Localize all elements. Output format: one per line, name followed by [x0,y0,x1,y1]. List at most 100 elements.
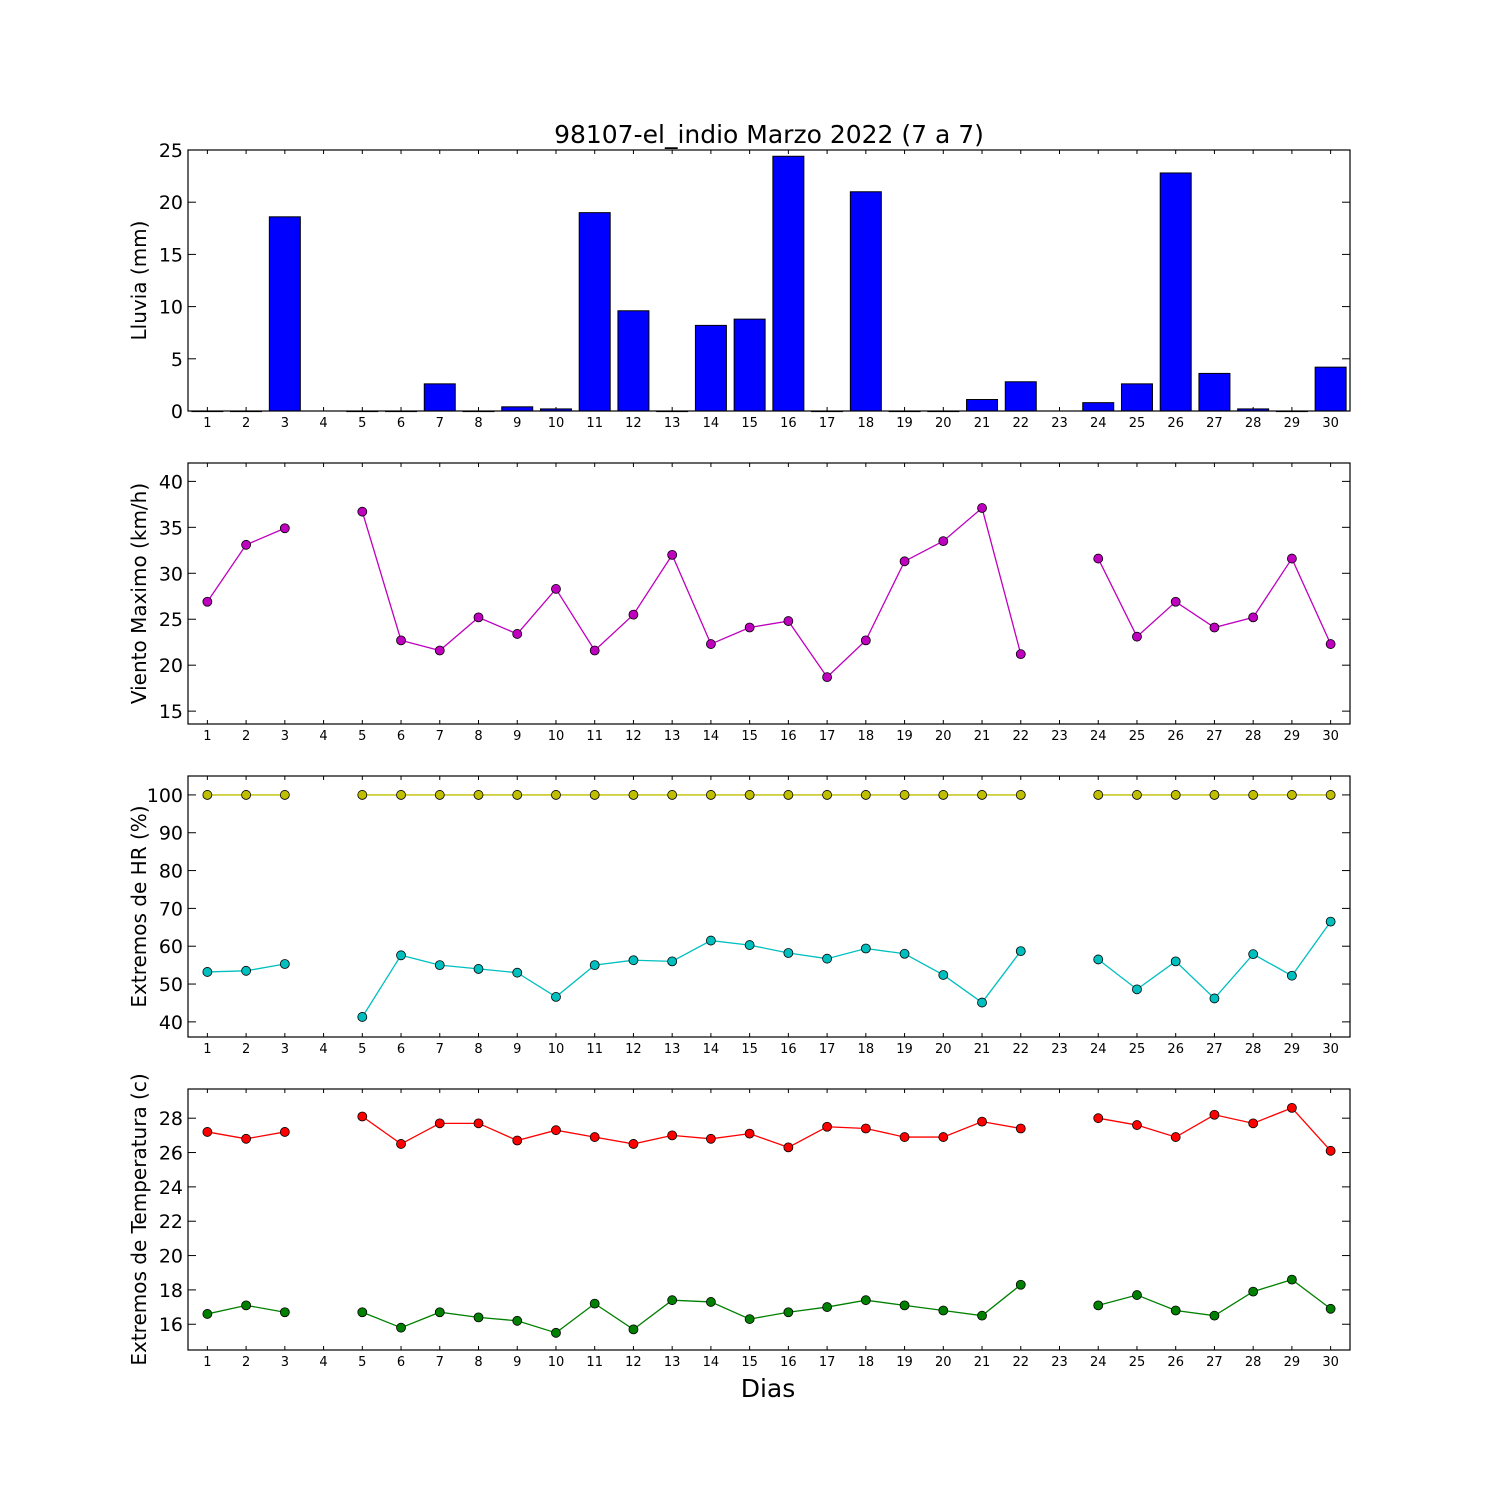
series-point-2 [744,1314,755,1324]
x-tick-label: 19 [896,1355,913,1370]
series-point-2 [860,943,871,954]
series-point-1 [667,790,678,800]
series-point-1 [357,790,368,800]
series-line-2 [362,1284,1022,1334]
series-point-1 [1248,790,1259,800]
x-tick-label: 12 [625,1355,642,1370]
x-tick-label: 21 [974,1355,991,1370]
series-point-2 [822,953,832,964]
series-point-1 [241,1133,252,1144]
series-line-1 [361,506,1022,679]
series-point-1 [589,790,600,800]
y-tick-label: 22 [159,1211,183,1233]
series-point-1 [434,645,445,656]
series-point-1 [1015,790,1026,800]
x-tick-label: 15 [741,729,758,744]
y-tick-label: 18 [159,1280,183,1302]
series-point-2 [1287,1274,1297,1285]
chart-panel-1: 1 2 3 4 5 6 7 8 9 10 11 12 13 14 15 16 17 18 19 20 21 22 23 24 2… [127,140,1351,431]
series-point-1 [589,1132,600,1142]
y-tick-label: 26 [159,1143,183,1165]
series-point-1 [241,539,252,550]
x-tick-label: 2 [242,1355,250,1370]
x-tick-label: 8 [474,1042,482,1057]
series-point-2 [202,1309,213,1319]
x-tick-label: 3 [281,1355,289,1370]
x-tick-label: 18 [858,416,875,431]
series-point-2 [783,1307,794,1318]
y-tick-label: 70 [159,898,183,920]
series-point-2 [279,959,290,969]
rain-bar [966,399,999,412]
series-point-1 [512,629,523,639]
x-tick-label: 29 [1284,1355,1301,1370]
series-point-2 [706,1297,716,1307]
series-point-1 [202,790,213,800]
x-tick-label: 4 [319,1355,327,1370]
series-point-2 [744,940,755,950]
y-tick-label: 40 [159,471,183,493]
series-point-2 [396,950,406,961]
series-point-1 [1015,649,1026,660]
x-tick-label: 22 [1012,1355,1029,1370]
series-point-1 [899,790,910,800]
series-point-1 [279,1127,290,1137]
x-tick-label: 9 [513,1355,521,1370]
series-point-2 [938,1305,949,1316]
series-point-1 [938,790,949,800]
series-point-1 [783,1142,794,1153]
x-tick-label: 19 [896,729,913,744]
x-tick-label: 3 [281,1042,289,1057]
series-point-2 [899,948,910,959]
series-point-1 [396,790,406,800]
x-tick-label: 18 [858,729,875,744]
x-tick-label: 15 [741,1355,758,1370]
series-point-2 [357,1307,368,1318]
x-tick-label: 1 [203,1355,211,1370]
x-tick-label: 13 [664,1355,681,1370]
x-tick-label: 1 [203,729,211,744]
series-point-1 [1170,1132,1181,1142]
series-point-1 [706,790,716,800]
series-point-2 [860,1295,871,1306]
series-point-1 [202,596,213,607]
series-point-1 [1132,1120,1142,1130]
x-tick-label: 16 [780,1355,797,1370]
y-axis-label: Extremos de Temperatura (c) [127,1073,151,1365]
y-tick-label: 100 [147,785,183,807]
rain-bar [617,310,650,412]
series-point-1 [706,1133,716,1144]
x-tick-label: 22 [1012,416,1029,431]
x-tick-label: 7 [436,729,444,744]
series-point-1 [744,790,755,800]
series-point-2 [899,1300,910,1311]
rain-bar [268,216,301,412]
series-point-2 [1170,1305,1181,1316]
x-tick-label: 29 [1284,416,1301,431]
rain-bar [1198,372,1231,412]
series-point-2 [589,960,600,971]
series-point-2 [706,935,716,946]
series-point-2 [1015,1279,1026,1290]
series-point-1 [357,1111,368,1122]
x-tick-label: 25 [1129,1042,1146,1057]
chart-panels: 1 2 3 4 5 6 7 8 9 10 11 12 13 14 15 16 17 18 19 20 21 22 23 24 2… [127,140,1351,1370]
series-point-1 [396,635,406,646]
x-tick-label: 8 [474,1355,482,1370]
x-tick-label: 1 [203,1042,211,1057]
x-tick-label: 6 [397,1355,405,1370]
y-tick-label: 60 [159,936,183,958]
x-tick-label: 27 [1206,1042,1223,1057]
x-tick-label: 22 [1012,729,1029,744]
x-tick-label: 13 [664,416,681,431]
series-point-2 [667,956,678,967]
series-point-1 [551,584,561,594]
series-point-1 [396,1139,406,1149]
series-point-2 [822,1302,832,1312]
x-tick-label: 10 [548,1355,565,1370]
series-point-2 [241,965,252,976]
y-tick-label: 30 [159,563,183,585]
series-point-1 [357,506,368,517]
y-tick-label: 0 [171,401,183,423]
